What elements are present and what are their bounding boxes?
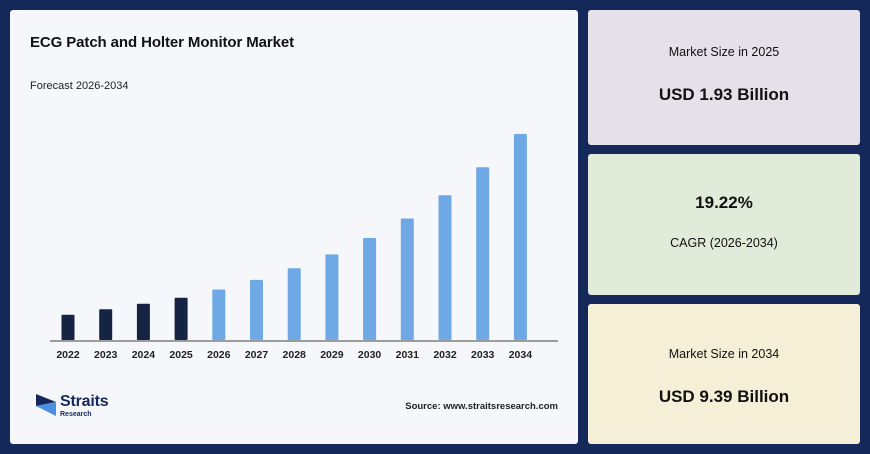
card-value: 19.22% <box>695 193 753 212</box>
bar-chart: 2022 2023 2024 2025 2026 2027 2028 2029 2030 2031… <box>50 134 558 361</box>
x-tick-label-2023: 2023 <box>94 349 118 361</box>
card-value: USD 1.93 Billion <box>658 85 790 104</box>
cagr-card: 19.22% CAGR (2026-2034) <box>588 154 860 295</box>
card-label: Market Size in 2025 <box>668 45 780 59</box>
market-size-2034-card: Market Size in 2034 USD 9.39 Billion <box>588 304 860 444</box>
straits-research-logo: Straits Research <box>34 390 144 420</box>
logo-icon <box>36 394 56 416</box>
x-tick-label-2033: 2033 <box>471 349 495 361</box>
x-tick-label-2028: 2028 <box>283 349 307 361</box>
x-tick-label-2026: 2026 <box>207 349 231 361</box>
card-label: Market Size in 2034 <box>668 347 780 361</box>
chart-title: ECG Patch and Holter Monitor Market <box>30 34 295 51</box>
x-tick-label-2030: 2030 <box>358 349 382 361</box>
x-tick-label-2032: 2032 <box>433 349 457 361</box>
x-tick-label-2024: 2024 <box>132 349 156 361</box>
bar-2030 <box>363 238 377 340</box>
bar-2026 <box>212 289 226 340</box>
bar-2033 <box>476 167 490 340</box>
bar-2028 <box>287 268 301 340</box>
bar-2024 <box>136 303 150 340</box>
bar-2031 <box>400 218 414 340</box>
x-tick-label-2022: 2022 <box>56 349 80 361</box>
bar-2023 <box>99 309 113 340</box>
logo-name: Straits <box>60 393 109 410</box>
chart-subtitle: Forecast 2026-2034 <box>30 80 129 92</box>
bar-2032 <box>438 195 452 340</box>
market-size-2025-card: Market Size in 2025 USD 1.93 Billion <box>588 10 860 145</box>
logo-tagline: Research <box>60 411 92 418</box>
x-tick-label-2031: 2031 <box>396 349 420 361</box>
x-tick-label-2034: 2034 <box>509 349 533 361</box>
bar-2029 <box>325 254 339 340</box>
bar-2027 <box>250 279 263 340</box>
card-value: USD 9.39 Billion <box>658 387 790 406</box>
card-label: CAGR (2026-2034) <box>670 236 778 250</box>
source-text: Source: www.straitsresearch.com <box>405 401 558 412</box>
chart-panel: ECG Patch and Holter Monitor Market Fore… <box>10 10 578 444</box>
x-tick-label-2029: 2029 <box>320 349 344 361</box>
x-tick-label-2025: 2025 <box>169 349 193 361</box>
bar-2034 <box>513 134 527 340</box>
x-tick-label-2027: 2027 <box>245 349 269 361</box>
bar-2025 <box>174 297 188 340</box>
bar-2022 <box>61 314 75 340</box>
